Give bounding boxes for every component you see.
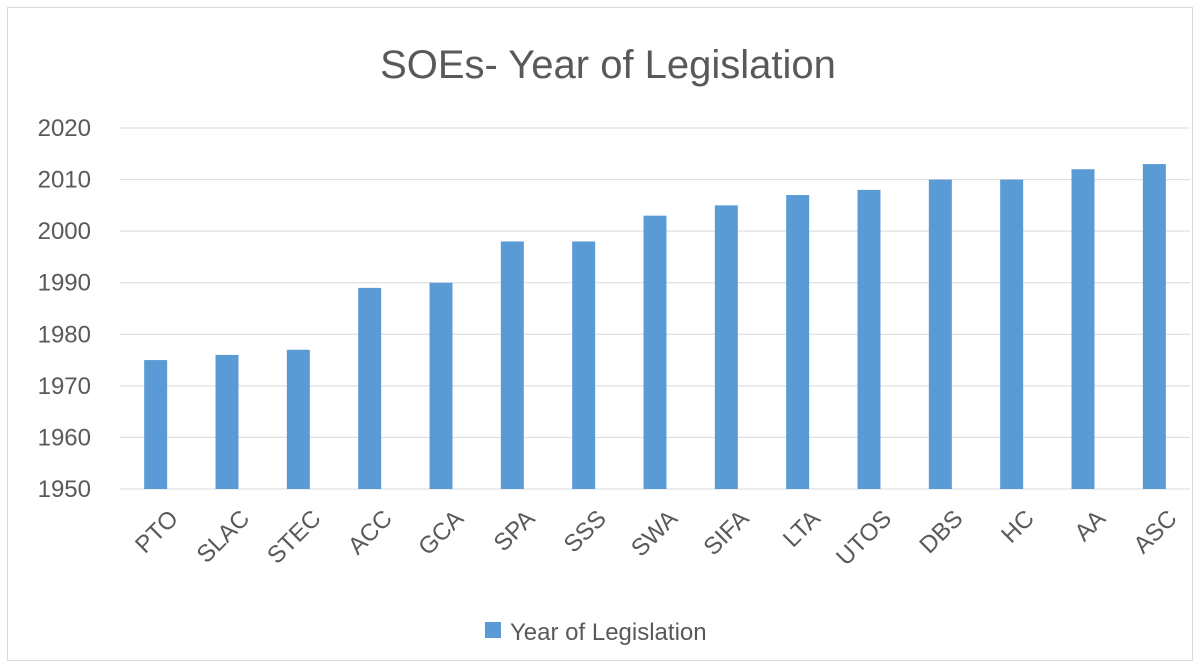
bar [786, 195, 810, 490]
bar [1000, 179, 1024, 490]
y-tick-label: 2000 [38, 218, 91, 245]
chart-title: SOEs- Year of Legislation [380, 43, 836, 87]
y-tick-label: 2020 [38, 115, 91, 142]
x-axis-tick-labels: PTO SLAC STEC ACC GCA SPA SSS SWA SIFA LTA UTOS DBS… [130, 505, 1182, 571]
legend-label: Year of Legislation [510, 619, 707, 646]
x-tick-label: SPA [489, 505, 541, 557]
x-tick-label: SIFA [699, 505, 755, 561]
bar [714, 205, 738, 489]
y-tick-label: 1980 [38, 321, 91, 348]
x-tick-label: ASC [1128, 505, 1182, 559]
bar [1142, 164, 1166, 489]
bars [144, 164, 1166, 490]
x-tick-label: UTOS [831, 505, 897, 571]
bar [429, 282, 453, 489]
x-tick-label: DBS [914, 505, 968, 559]
y-tick-label: 1970 [38, 373, 91, 400]
bar [500, 241, 524, 489]
x-tick-label: HC [996, 505, 1040, 549]
x-tick-label: LTA [778, 505, 826, 553]
x-tick-label: SLAC [192, 505, 255, 568]
x-tick-label: PTO [130, 505, 184, 559]
y-tick-label: 1960 [38, 424, 91, 451]
bar [857, 189, 881, 489]
x-tick-label: STEC [262, 505, 326, 569]
bar [928, 179, 952, 490]
y-tick-label: 1950 [38, 476, 91, 503]
legend: Year of Legislation [485, 619, 707, 646]
bar [144, 360, 168, 489]
x-tick-label: ACC [343, 505, 398, 560]
y-tick-label: 2010 [38, 167, 91, 194]
legend-swatch [485, 622, 501, 638]
bar [1071, 169, 1095, 489]
x-tick-label: SSS [559, 505, 612, 558]
bar [215, 354, 239, 489]
x-tick-label: AA [1069, 505, 1111, 547]
bar [286, 349, 310, 489]
y-tick-label: 1990 [38, 270, 91, 297]
x-tick-label: GCA [413, 505, 469, 561]
bar [572, 241, 596, 489]
bar [643, 215, 667, 489]
y-axis-tick-labels: 1950 1960 1970 1980 1990 2000 2010 2020 [38, 115, 91, 503]
x-tick-label: SWA [626, 505, 683, 562]
bar [358, 287, 382, 489]
